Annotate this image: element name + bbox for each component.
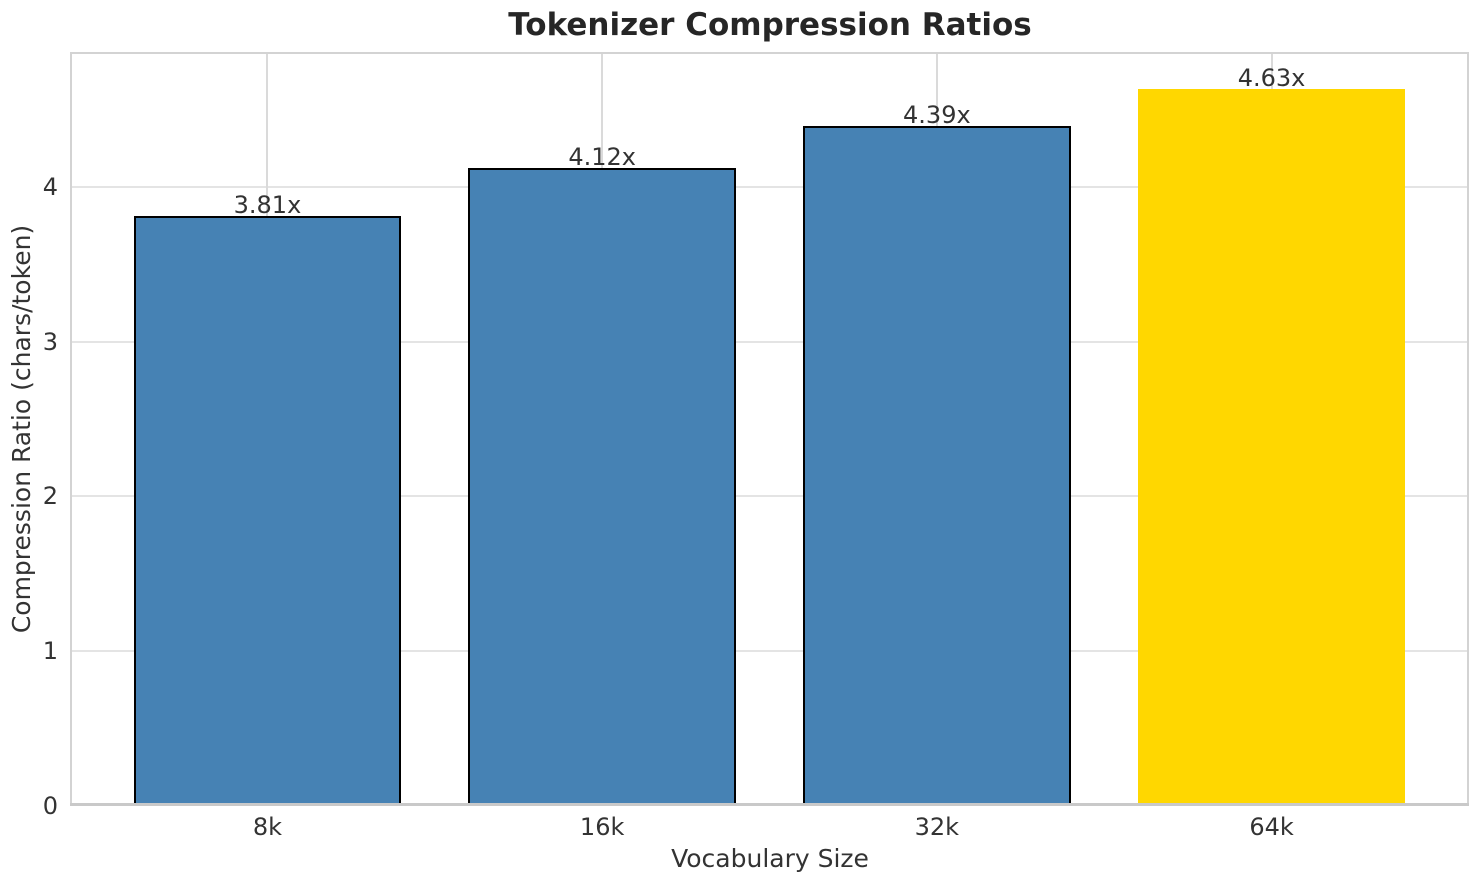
bar-8k xyxy=(133,216,402,806)
y-tick-label-2: 2 xyxy=(42,482,58,511)
bar-value-label-32k: 4.39x xyxy=(903,101,971,130)
bar-32k xyxy=(802,126,1071,806)
bar-value-label-16k: 4.12x xyxy=(568,143,636,172)
chart-title: Tokenizer Compression Ratios xyxy=(508,7,1032,43)
x-tick-label-8k: 8k xyxy=(252,813,283,841)
gridline-h-3 xyxy=(70,340,1469,343)
x-tick-label-64k: 64k xyxy=(1249,813,1294,841)
bar-value-label-8k: 3.81x xyxy=(233,191,302,220)
left-spine xyxy=(70,52,72,806)
gridline-h-2 xyxy=(70,495,1469,498)
right-spine xyxy=(1467,52,1469,806)
y-tick-label-3: 3 xyxy=(42,327,58,356)
plot-area: 3.81x 4.12x 4.39x 4.63x xyxy=(70,52,1469,806)
bottom-spine xyxy=(70,803,1469,806)
gridline-h-1 xyxy=(70,650,1469,653)
y-tick-label-4: 4 xyxy=(42,172,58,201)
x-tick-label-16k: 16k xyxy=(579,813,625,841)
x-tick-label-32k: 32k xyxy=(914,813,960,841)
gridline-h-4 xyxy=(70,185,1469,188)
x-axis-label: Vocabulary Size xyxy=(671,844,869,873)
y-axis-label: Compression Ratio (chars/token) xyxy=(7,224,36,634)
y-tick-label-0: 0 xyxy=(42,792,58,820)
top-spine xyxy=(70,52,1469,54)
bar-64k xyxy=(1137,89,1406,806)
bar-value-label-64k: 4.63x xyxy=(1237,64,1306,93)
bar-16k xyxy=(468,168,737,806)
y-tick-label-1: 1 xyxy=(42,637,58,666)
